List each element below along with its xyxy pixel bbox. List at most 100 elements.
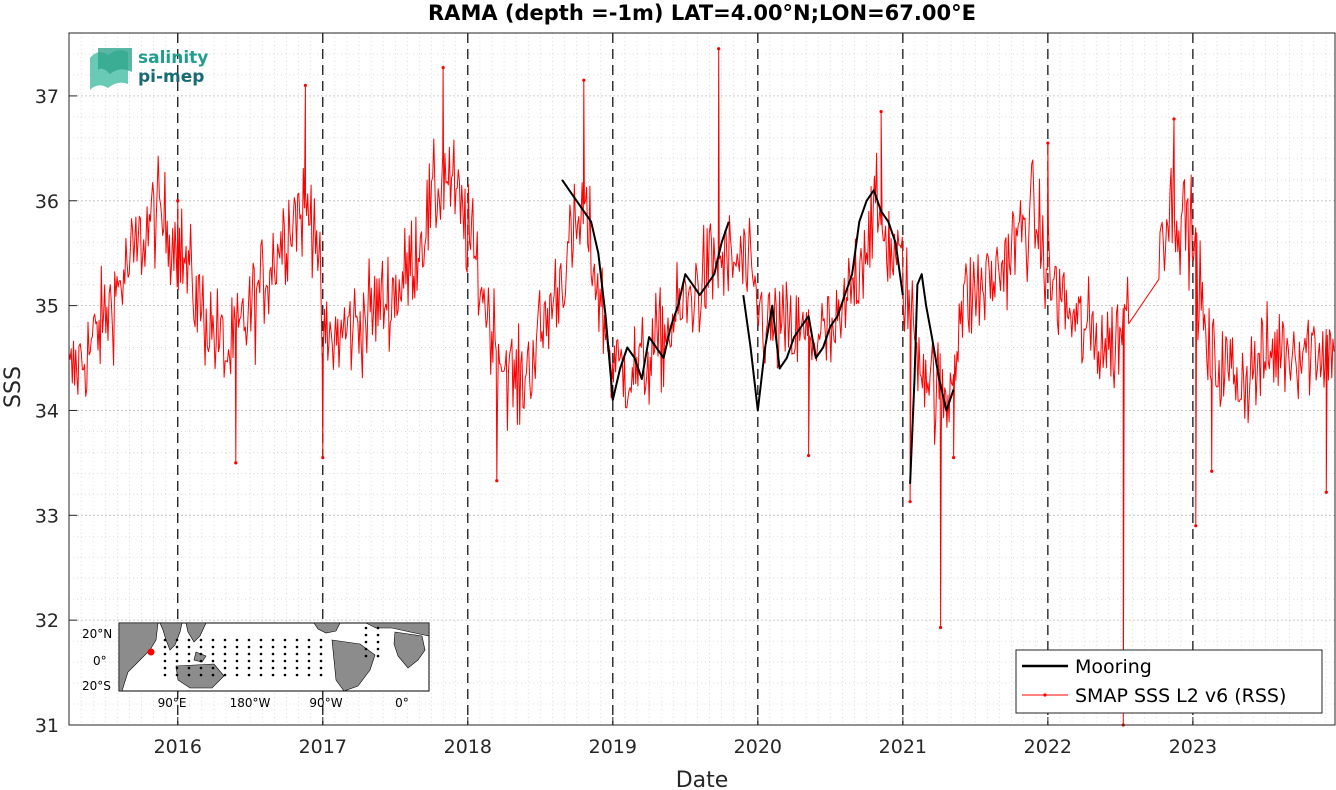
legend-box — [1015, 649, 1323, 714]
inset-station-dot — [211, 659, 215, 663]
inset-station-dot — [211, 652, 215, 656]
inset-station-dot — [175, 673, 179, 677]
inset-map: 20°N 0° 20°S 90°E 180°W 90°W 0° — [82, 622, 430, 710]
inset-station-dot — [211, 645, 215, 649]
inset-station-dot — [223, 638, 227, 642]
inset-station-dot — [211, 673, 215, 677]
inset-station-dot — [259, 673, 263, 677]
inset-station-dot — [163, 673, 167, 677]
inset-station-dot — [364, 654, 368, 658]
inset-lon-label-90w: 90°W — [309, 696, 342, 710]
inset-station-dot — [307, 652, 311, 656]
inset-station-dot — [175, 659, 179, 663]
inset-station-dot — [364, 626, 368, 630]
series-line-mooring — [742, 189, 904, 412]
inset-station-dot — [283, 673, 287, 677]
logo-text-line2: pi-mep — [138, 67, 204, 87]
x-tick-label: 2021 — [879, 736, 927, 758]
inset-station-dot — [283, 652, 287, 656]
inset-station-dot — [295, 645, 299, 649]
logo-text-line1: salinity — [138, 48, 208, 68]
inset-lon-label-90e: 90°E — [158, 696, 187, 710]
inset-station-dot — [175, 645, 179, 649]
salinity-pi-mep-logo: salinity pi-mep — [90, 48, 208, 90]
inset-station-dot — [319, 652, 323, 656]
inset-station-dot — [319, 666, 323, 670]
inset-station-dot — [295, 659, 299, 663]
legend-label-smap: SMAP SSS L2 v6 (RSS) — [1075, 685, 1286, 707]
inset-station-dot — [271, 638, 275, 642]
selected-station-marker — [147, 648, 155, 656]
grid — [68, 33, 1335, 726]
inset-station-dot — [247, 638, 251, 642]
inset-station-dot — [271, 659, 275, 663]
x-tick-label: 2023 — [1169, 736, 1217, 758]
legend-swatch-smap-marker — [1043, 693, 1047, 697]
series-line-mooring — [909, 273, 955, 484]
data-point-smap — [1324, 490, 1328, 494]
inset-station-dot — [364, 633, 368, 637]
inset-station-dot — [376, 633, 380, 637]
inset-station-dot — [199, 666, 203, 670]
x-tick-label: 2017 — [299, 736, 347, 758]
inset-station-dot — [271, 666, 275, 670]
inset-station-dot — [271, 673, 275, 677]
x-tick-label: 2018 — [444, 736, 492, 758]
inset-station-dot — [247, 659, 251, 663]
inset-station-dot — [175, 652, 179, 656]
inset-station-dot — [307, 666, 311, 670]
inset-station-dot — [283, 645, 287, 649]
inset-station-dot — [199, 673, 203, 677]
y-axis-label: SSS — [1, 366, 26, 408]
data-point-smap — [717, 47, 721, 51]
inset-station-dot — [163, 638, 167, 642]
data-point-smap — [582, 78, 586, 82]
inset-station-dot — [259, 659, 263, 663]
inset-station-dot — [376, 640, 380, 644]
inset-station-dot — [187, 666, 191, 670]
inset-station-dot — [283, 659, 287, 663]
axis-ticks: 31 32 33 34 35 36 37 2016 2017 2018 2019 2020 2021 20… — [35, 86, 1217, 758]
inset-station-dot — [187, 673, 191, 677]
inset-station-dot — [211, 638, 215, 642]
x-axis-label: Date — [676, 768, 729, 790]
data-point-smap — [1046, 141, 1050, 145]
inset-lat-label-20n: 20°N — [82, 627, 112, 641]
inset-station-dot — [187, 652, 191, 656]
plot-area — [68, 47, 1335, 727]
x-tick-label: 2022 — [1024, 736, 1072, 758]
inset-station-dot — [307, 659, 311, 663]
x-tick-label: 2019 — [589, 736, 637, 758]
inset-station-dot — [319, 645, 323, 649]
inset-station-dot — [235, 652, 239, 656]
inset-station-dot — [235, 673, 239, 677]
x-tick-label: 2020 — [734, 736, 782, 758]
inset-station-dot — [271, 652, 275, 656]
inset-station-dot — [259, 638, 263, 642]
inset-station-dot — [259, 666, 263, 670]
legend: Mooring SMAP SSS L2 v6 (RSS) — [1015, 649, 1323, 714]
inset-station-dot — [163, 645, 167, 649]
y-tick-label: 35 — [35, 296, 59, 318]
inset-station-dot — [235, 638, 239, 642]
inset-station-dot — [223, 659, 227, 663]
inset-station-dot — [259, 652, 263, 656]
inset-station-dot — [295, 638, 299, 642]
data-point-smap — [806, 453, 811, 458]
inset-station-dot — [187, 638, 191, 642]
data-point-smap — [1172, 117, 1176, 121]
inset-station-dot — [247, 645, 251, 649]
inset-station-dot — [247, 666, 251, 670]
inset-station-dot — [295, 666, 299, 670]
data-point-smap — [938, 625, 943, 630]
data-point-smap — [952, 456, 956, 460]
inset-station-dot — [223, 666, 227, 670]
series-line-mooring — [561, 179, 730, 401]
inset-station-dot — [259, 645, 263, 649]
data-point-smap — [1210, 469, 1214, 473]
inset-station-dot — [235, 659, 239, 663]
data-point-smap — [1194, 524, 1198, 528]
inset-station-dot — [163, 659, 167, 663]
inset-station-dot — [283, 638, 287, 642]
